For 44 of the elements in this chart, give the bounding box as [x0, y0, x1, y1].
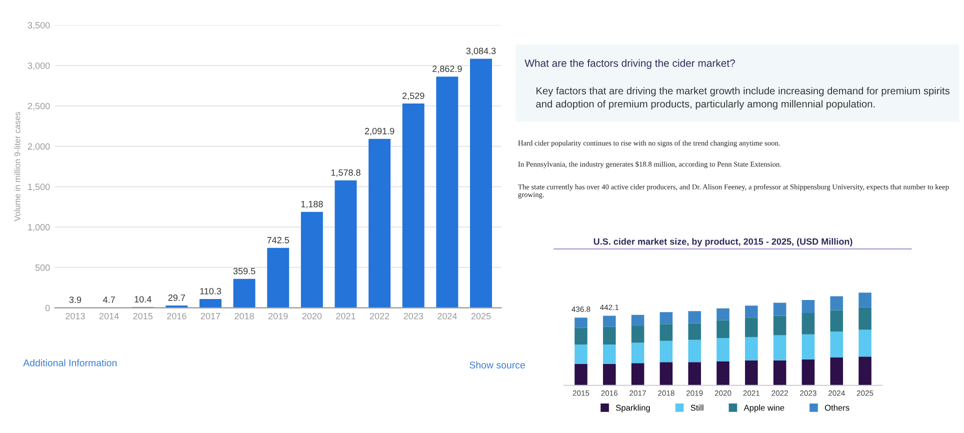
x-tick-label: 2017	[200, 312, 220, 320]
x-tick-label: 2018	[234, 312, 254, 320]
legend-label: Others	[824, 404, 850, 411]
x-tick-label: 2021	[336, 312, 356, 320]
y-tick-label: 3,000	[28, 62, 50, 70]
data-label: 2,529	[402, 92, 424, 100]
x-tick-label: 2020	[302, 312, 322, 320]
data-label: 3,084.3	[466, 48, 496, 56]
data-label: 2,091.9	[364, 128, 394, 136]
data-label: 1,188	[301, 200, 323, 208]
x-tick-label: 2014	[99, 312, 119, 320]
y-tick-label: 1,500	[28, 184, 50, 192]
text: Additional Information	[23, 359, 117, 366]
text: Key factors that are driving the market growth include increasing demand for premium spirits and adoption of premium products, particularly among millennial population.	[536, 86, 950, 110]
data-label: 4.7	[102, 296, 115, 303]
data-label: 359.5	[233, 268, 256, 274]
legend-label: Apple wine	[744, 404, 784, 412]
data-label: 10.4	[134, 296, 152, 302]
y-tick-label: 500	[35, 264, 50, 271]
data-label: 110.3	[200, 288, 222, 294]
y-tick-label: 1,000	[28, 224, 50, 232]
data-label: 1,578.8	[331, 169, 360, 177]
x-tick-label: 2024	[438, 312, 457, 320]
chart-title: U.S. cider market size, by product, 2015 - 2025, (USD Million)	[594, 238, 852, 247]
x-tick-label: 2013	[66, 312, 85, 320]
legend-label: Sparkling	[616, 404, 650, 412]
y-tick-label: 2,500	[28, 102, 50, 110]
legend-label: Still	[690, 404, 704, 411]
y-axis-title: Volume in million 9-liter cases	[14, 112, 20, 222]
text: Show source	[470, 361, 525, 368]
x-tick-label: 2015	[133, 312, 153, 320]
x-tick-label: 2016	[167, 312, 186, 320]
y-tick-label: 3,500	[28, 22, 50, 30]
y-tick-label: 0	[45, 304, 50, 312]
data-label: 3.9	[69, 296, 82, 303]
x-tick-label: 2023	[404, 312, 424, 320]
text: What are the factors driving the cider market?	[524, 59, 735, 69]
data-label: 29.7	[168, 294, 186, 301]
data-label: 2,862.9	[432, 66, 462, 74]
x-tick-label: 2025	[471, 312, 491, 320]
x-tick-label: 2022	[370, 312, 390, 320]
data-label: 742.5	[267, 236, 290, 244]
y-tick-label: 2,000	[28, 143, 50, 151]
x-tick-label: 2019	[268, 312, 288, 320]
